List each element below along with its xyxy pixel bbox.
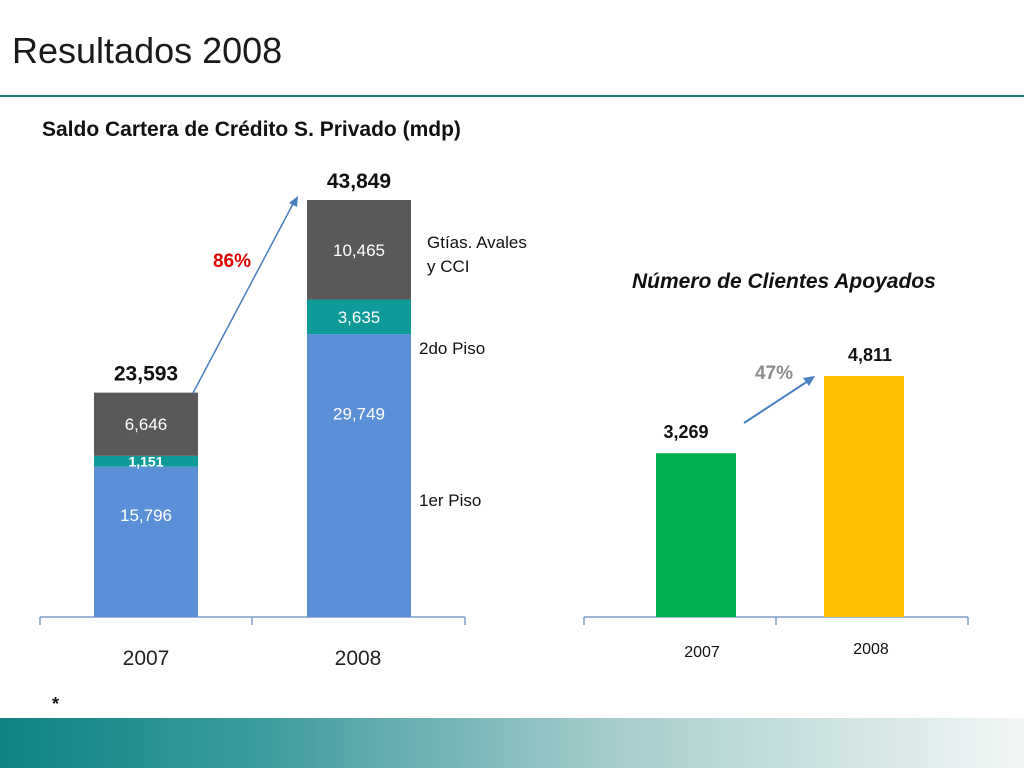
bar-primer-piso-2008 (307, 334, 411, 617)
growth-percent-label: 86% (213, 251, 251, 272)
total-label-2007: 23,593 (114, 363, 178, 386)
cartera-chart-title: Saldo Cartera de Crédito S. Privado (mdp… (42, 118, 461, 141)
slide-title: Resultados 2008 (12, 30, 283, 71)
data-label-primer-piso-2008: 29,749 (333, 404, 385, 423)
bar-segundo-piso-2007 (94, 455, 198, 467)
data-label-segundo-piso-2008: 3,635 (338, 308, 381, 327)
bar-clientes-2007 (656, 453, 736, 617)
x-tick-label-2007: 2007 (123, 647, 170, 670)
legend-segundo-piso: 2do Piso (419, 339, 485, 358)
data-label-garantias-2007: 6,646 (125, 415, 168, 434)
x-tick-label-2008: 2008 (853, 641, 889, 658)
title-divider (0, 95, 1024, 97)
growth-arrowhead (289, 196, 298, 207)
value-label-2007: 3,269 (663, 422, 708, 442)
data-label-segundo-piso-2007: 1,151 (128, 453, 163, 469)
data-label-primer-piso-2007: 15,796 (120, 506, 172, 525)
growth-arrowhead (803, 376, 815, 386)
data-label-garantias-2008: 10,465 (333, 241, 385, 260)
footnote-asterisk: * (52, 694, 60, 714)
clientes-chart-title: Número de Clientes Apoyados (632, 270, 936, 293)
bar-primer-piso-2007 (94, 466, 198, 617)
footer-band (0, 718, 1024, 768)
growth-arrow-line (743, 380, 809, 424)
legend-garantias: Gtías. Avales y CCI (427, 233, 527, 276)
legend-primer-piso: 1er Piso (419, 491, 481, 510)
bar-garantias-2007 (94, 392, 198, 456)
total-label-2008: 43,849 (327, 170, 391, 193)
value-label-2008: 4,811 (848, 345, 892, 365)
bar-clientes-2008 (824, 376, 904, 617)
x-tick-label-2007: 2007 (684, 644, 720, 661)
bar-garantias-2008 (307, 200, 411, 300)
growth-percent-label: 47% (755, 363, 793, 384)
x-tick-label-2008: 2008 (335, 647, 382, 670)
growth-arrow-line (192, 201, 295, 394)
bar-segundo-piso-2008 (307, 299, 411, 335)
